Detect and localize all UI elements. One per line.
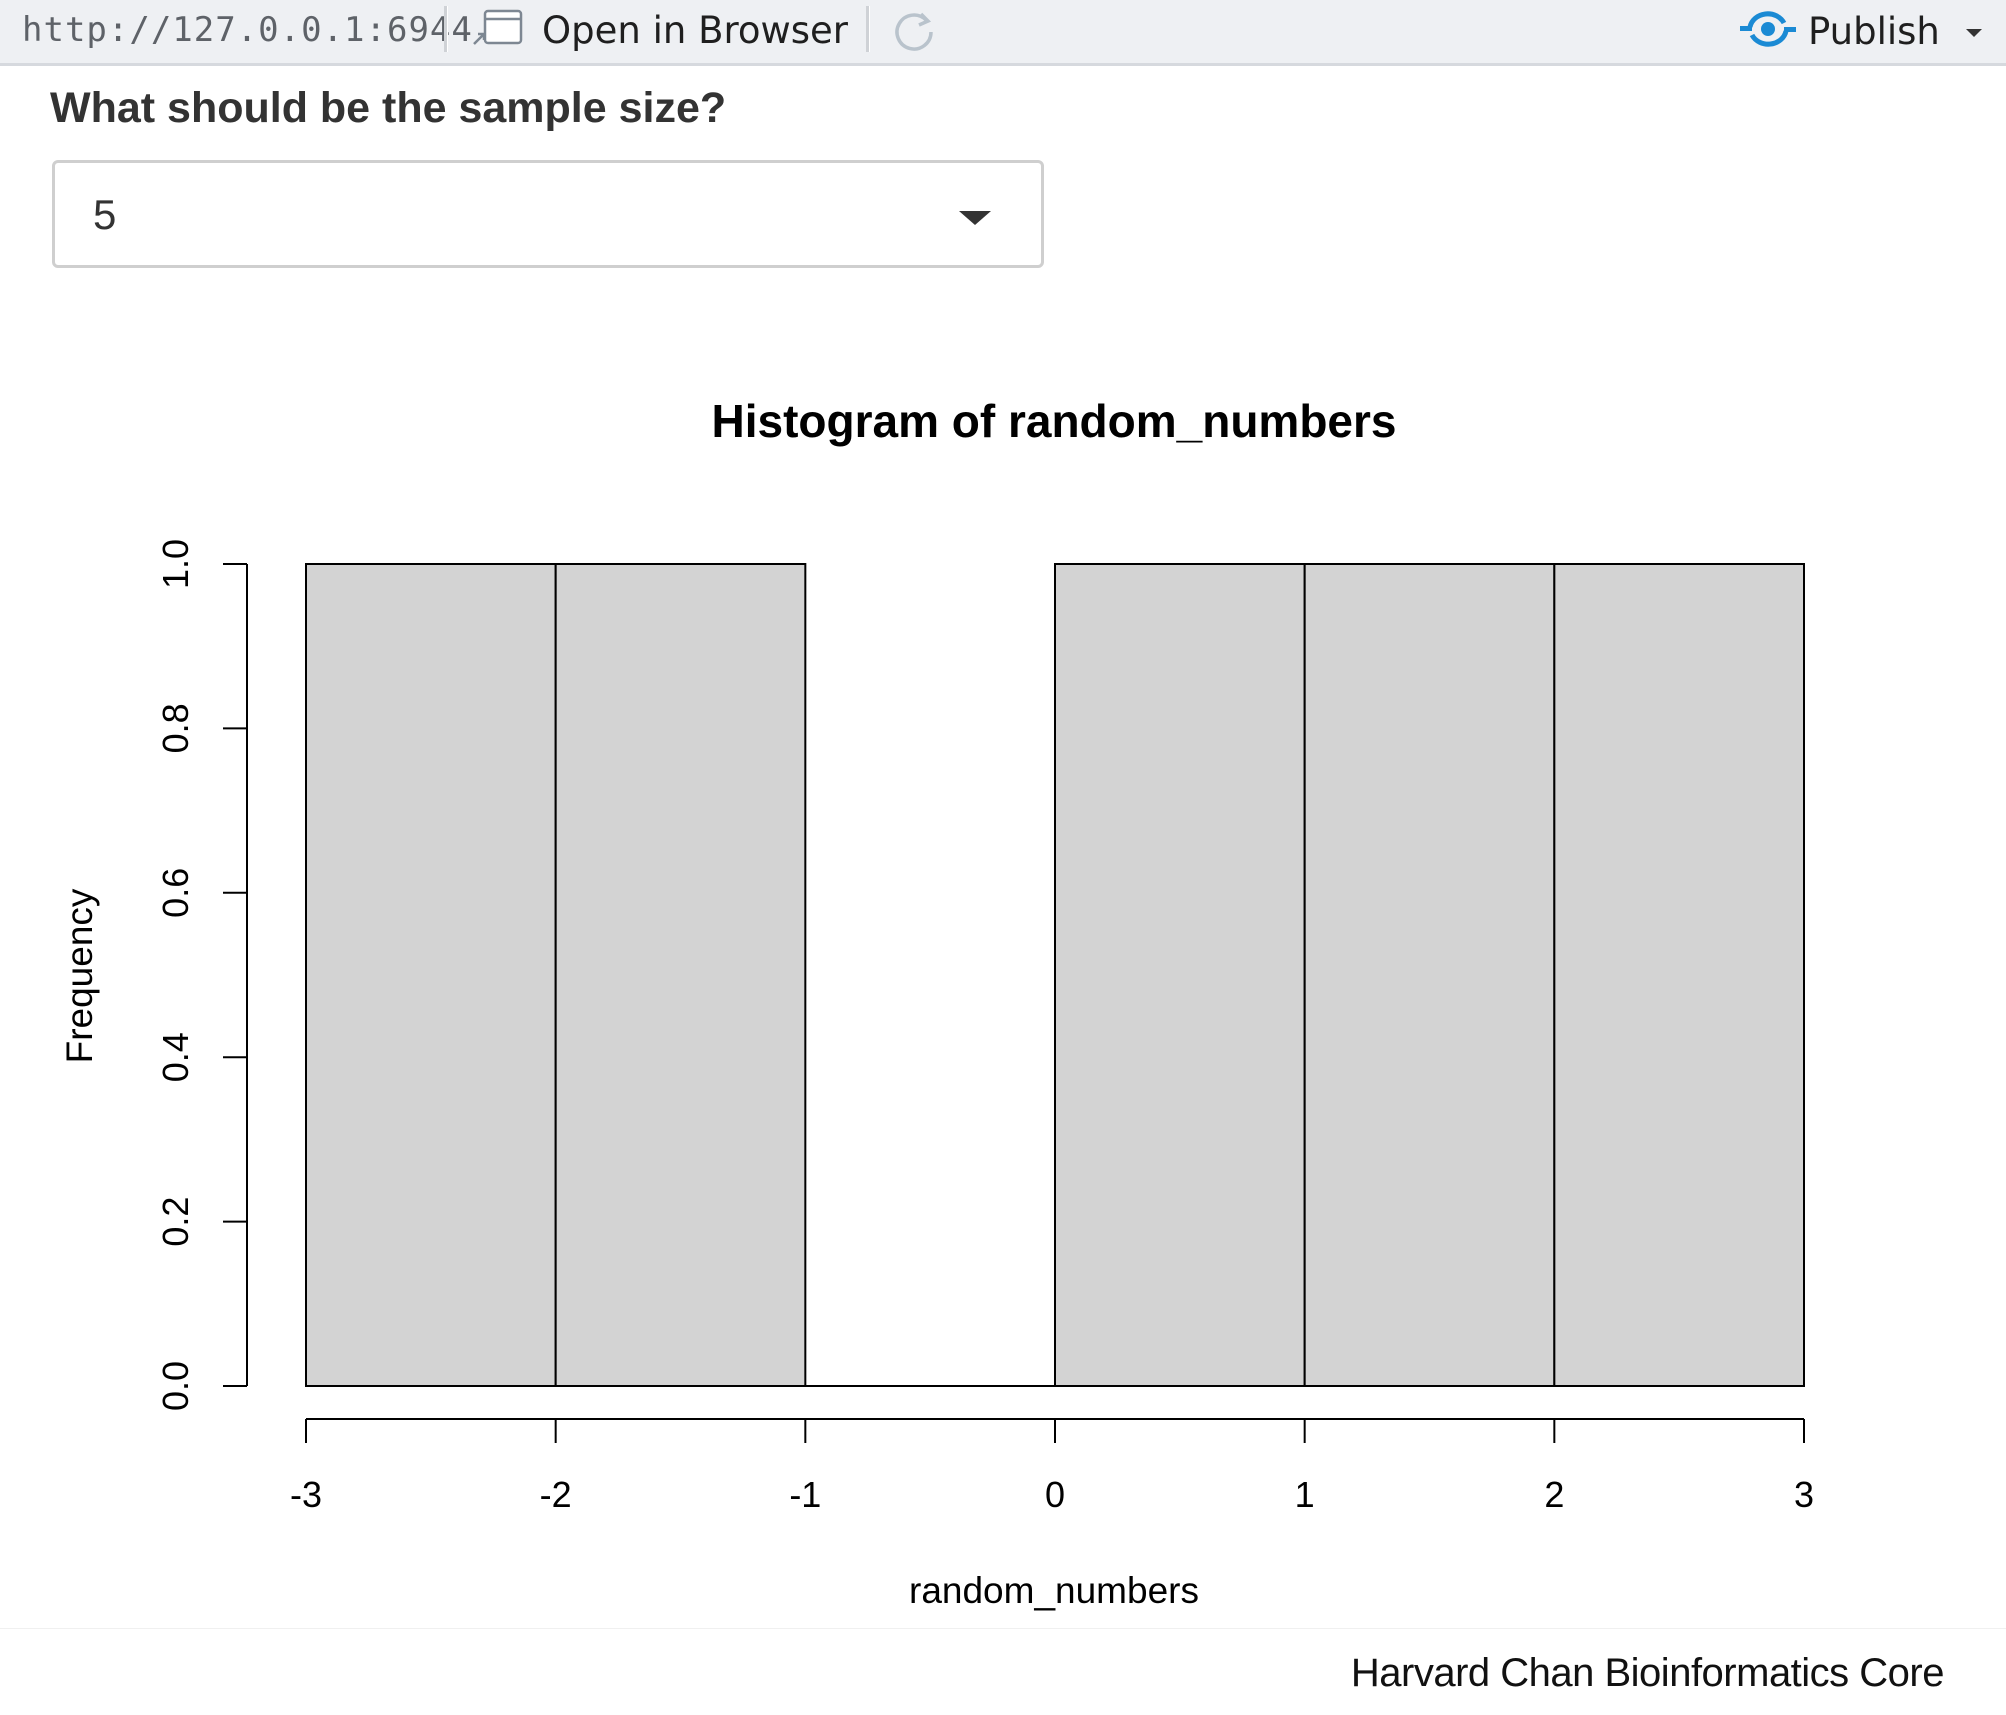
- y-tick-label: 0.2: [155, 1197, 196, 1247]
- x-axis-label: random_numbers: [909, 1570, 1199, 1611]
- y-tick-label: 0.0: [155, 1361, 196, 1411]
- y-tick-label: 0.6: [155, 868, 196, 918]
- x-tick-label: 2: [1544, 1474, 1564, 1515]
- histogram-bar: [305, 563, 557, 1387]
- chart-title: Histogram of random_numbers: [712, 395, 1397, 447]
- viewer-toolbar: http://127.0.0.1:6944 Open in Browser: [0, 0, 2006, 66]
- toolbar-divider: [444, 6, 448, 52]
- y-axis-label: Frequency: [59, 888, 100, 1063]
- histogram-bar: [1303, 563, 1556, 1387]
- histogram-bar: [1054, 563, 1306, 1387]
- x-tick-label: 0: [1045, 1474, 1065, 1515]
- y-tick-label: 0.8: [155, 703, 196, 753]
- footer: Harvard Chan Bioinformatics Core: [0, 1628, 2006, 1715]
- histogram-chart: Histogram of random_numbers 0.0 0.2 0.4 0.6…: [59, 395, 1814, 1611]
- x-tick-label: -1: [789, 1474, 821, 1515]
- toolbar-divider: [866, 6, 870, 52]
- x-tick-label: -3: [290, 1474, 322, 1515]
- sample-size-select[interactable]: 5: [52, 160, 1044, 268]
- footer-credit: Harvard Chan Bioinformatics Core: [1350, 1651, 1945, 1695]
- url-display: http://127.0.0.1:6944: [22, 10, 473, 50]
- y-tick-label: 0.4: [155, 1032, 196, 1082]
- select-value: 5: [93, 191, 117, 238]
- open-in-browser-button[interactable]: Open in Browser: [470, 4, 848, 56]
- y-tick-label: 1.0: [155, 539, 196, 589]
- caret-down-icon: [1964, 26, 1984, 43]
- x-axis: -3 -2 -1 0 1 2 3: [290, 1418, 1814, 1515]
- refresh-button[interactable]: [888, 6, 940, 63]
- x-tick-label: -2: [540, 1474, 572, 1515]
- caret-down-icon: [957, 208, 993, 233]
- external-window-icon: [470, 6, 526, 55]
- publish-button[interactable]: Publish: [1738, 4, 1940, 58]
- x-tick-label: 1: [1295, 1474, 1315, 1515]
- sample-size-label: What should be the sample size?: [50, 84, 727, 132]
- histogram-bar: [554, 563, 807, 1387]
- open-in-browser-label: Open in Browser: [542, 8, 849, 52]
- publish-label: Publish: [1808, 9, 1940, 53]
- publish-icon: [1738, 5, 1798, 58]
- x-tick-label: 3: [1794, 1474, 1814, 1515]
- publish-menu-caret[interactable]: [1964, 26, 1984, 44]
- histogram-bar: [1553, 563, 1806, 1387]
- refresh-icon: [888, 12, 940, 62]
- y-axis: 0.0 0.2 0.4 0.6 0.8 1.0: [155, 539, 248, 1411]
